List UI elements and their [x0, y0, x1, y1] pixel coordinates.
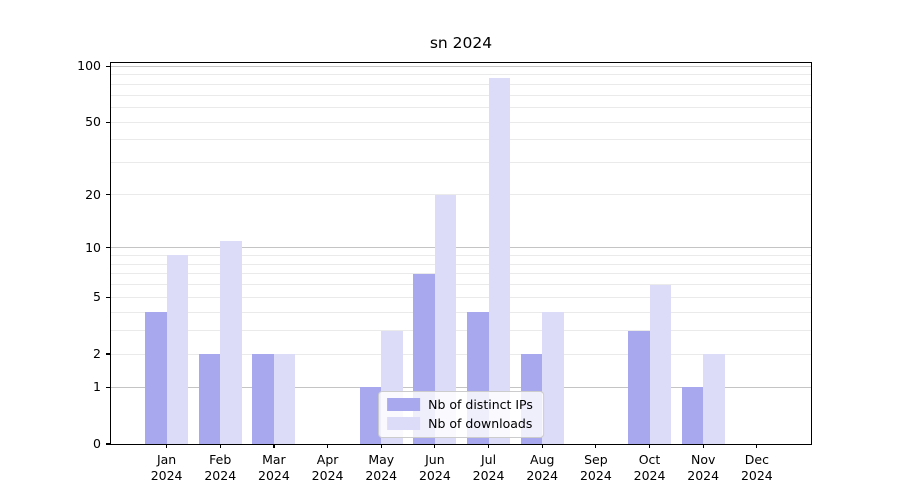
x-tick-label: Feb 2024 [204, 452, 237, 483]
bar-downloads-jan [166, 255, 189, 444]
chart-title: sn 2024 [429, 34, 493, 52]
plot-area: Nb of distinct IPs Nb of downloads 0 1 2 5 1… [77, 58, 812, 483]
y-tick [106, 247, 110, 249]
gridline-minor [111, 162, 811, 164]
x-tick [595, 444, 597, 448]
x-tick-label: Apr 2024 [311, 452, 344, 483]
x-tick-label: Oct 2024 [633, 452, 666, 483]
x-tick [326, 444, 329, 448]
y-tick-label: 2 [93, 346, 101, 362]
x-tick-label: May 2024 [365, 452, 398, 483]
y-tick [106, 296, 110, 298]
y-tick-label: 1 [93, 379, 101, 395]
legend-label-downloads: Nb of downloads [428, 416, 533, 431]
bar-downloads-mar [273, 354, 296, 444]
bar-distinct-ips-jan [145, 312, 167, 444]
y-tick-label: 100 [77, 58, 101, 74]
y-tick [106, 386, 110, 388]
gridline-minor [111, 121, 811, 123]
legend: Nb of distinct IPs Nb of downloads [378, 391, 544, 438]
x-tick-label: Sep 2024 [579, 452, 612, 483]
bar-distinct-ips-may [359, 387, 382, 444]
x-tick [434, 444, 436, 448]
x-tick [541, 444, 543, 448]
x-tick-label: Jul 2024 [472, 452, 505, 483]
x-tick-label: Nov 2024 [687, 452, 720, 483]
gridline-minor [111, 194, 811, 196]
gridline-minor [111, 273, 811, 275]
x-tick [756, 444, 758, 448]
bar-downloads-oct [649, 284, 672, 444]
y-tick [106, 65, 110, 67]
x-tick-label: Jun 2024 [418, 452, 451, 483]
gridline-minor [111, 296, 811, 298]
x-tick [648, 444, 651, 448]
x-tick-label: Aug 2024 [526, 452, 559, 483]
gridline-minor [111, 139, 811, 141]
legend-item-distinct-ips: Nb of distinct IPs [387, 397, 533, 412]
legend-label-distinct-ips: Nb of distinct IPs [428, 397, 533, 412]
y-tick-label: 20 [85, 186, 101, 202]
bar-downloads-nov [703, 354, 725, 444]
gridline-minor [111, 353, 811, 355]
y-tick-label: 0 [93, 436, 101, 451]
x-tick-label: Dec 2024 [740, 452, 773, 483]
x-tick [487, 444, 490, 448]
y-tick [106, 443, 110, 445]
y-tick [106, 194, 110, 196]
x-tick [166, 444, 168, 448]
bar-downloads-feb [220, 240, 242, 444]
x-tick-label: Jan 2024 [150, 452, 183, 483]
y-tick-label: 50 [85, 114, 101, 130]
gridline-minor [111, 263, 811, 265]
bar-distinct-ips-mar [252, 354, 274, 444]
gridline-major [111, 247, 811, 249]
y-tick-label: 5 [93, 289, 101, 305]
gridline-minor [111, 311, 811, 313]
gridline-minor [111, 284, 811, 286]
legend-item-downloads: Nb of downloads [387, 416, 533, 431]
x-tick [219, 444, 221, 448]
gridline-major [111, 386, 811, 388]
gridline-minor [111, 106, 811, 108]
y-tick [106, 121, 110, 123]
x-tick [380, 444, 382, 448]
y-tick-label: 10 [85, 239, 101, 255]
gridline-minor [111, 74, 811, 76]
gridline-minor [111, 83, 811, 85]
gridline-major [111, 65, 811, 67]
x-tick [702, 444, 704, 448]
bar-distinct-ips-feb [198, 354, 221, 444]
bar-downloads-jul [488, 78, 511, 444]
legend-swatch-downloads [387, 417, 421, 430]
bar-downloads-aug [542, 312, 564, 444]
bar-distinct-ips-nov [681, 387, 704, 444]
bar-distinct-ips-oct [628, 330, 650, 444]
gridline-minor [111, 94, 811, 96]
legend-swatch-distinct-ips [387, 398, 421, 411]
gridline-minor [111, 254, 811, 256]
bar-downloads-jun [434, 194, 457, 444]
x-tick-label: Mar 2024 [258, 452, 290, 483]
y-tick [106, 353, 110, 355]
x-tick [273, 444, 275, 448]
gridline-minor [111, 330, 811, 331]
